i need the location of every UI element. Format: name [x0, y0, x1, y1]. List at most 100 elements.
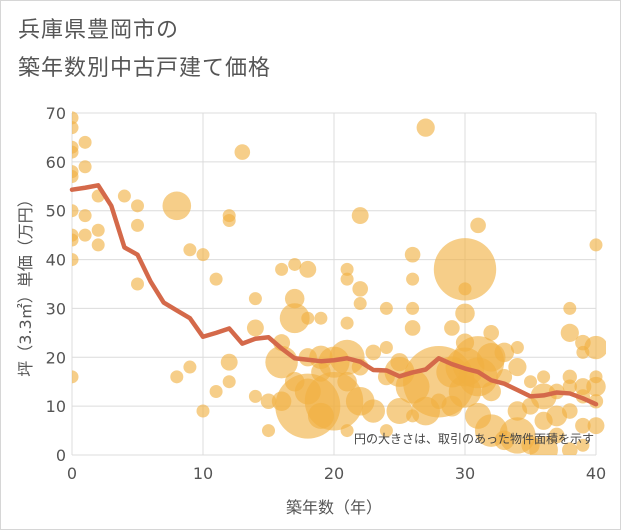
y-axis-label: 坪（3.3㎡）単価（万円）	[16, 191, 35, 376]
data-point	[340, 262, 354, 276]
x-axis-label: 築年数（年）	[286, 498, 382, 517]
data-point	[220, 353, 238, 371]
chart-title: 兵庫県豊岡市の 築年数別中古戸建て価格	[18, 12, 271, 88]
data-point	[340, 316, 354, 330]
data-point	[78, 228, 92, 242]
data-point	[301, 311, 315, 325]
data-point	[444, 320, 460, 336]
data-point	[562, 403, 578, 419]
data-point	[537, 370, 551, 384]
tick-labels: 0 10 20 30 40 50 60 70 0 10 20 30 40	[46, 104, 607, 483]
data-point	[196, 404, 210, 418]
data-point	[458, 282, 472, 296]
trend-layer	[69, 183, 599, 407]
y-tick-label: 30	[46, 299, 66, 318]
data-point	[246, 319, 264, 337]
y-tick-label: 60	[46, 153, 66, 172]
data-point	[562, 442, 578, 455]
size-annotation: 円の大きさは、取引のあった物件面積を示す	[354, 431, 594, 446]
data-point	[584, 335, 606, 360]
data-point	[361, 399, 385, 423]
data-point	[470, 217, 486, 234]
data-point	[72, 204, 79, 218]
data-point	[483, 325, 500, 341]
data-point	[340, 424, 354, 438]
x-tick-label: 0	[67, 464, 77, 483]
data-point	[196, 248, 210, 262]
data-point	[72, 121, 79, 135]
data-point	[494, 342, 515, 363]
data-point	[416, 118, 435, 137]
data-point	[78, 209, 92, 223]
data-point	[91, 238, 105, 252]
data-point	[275, 262, 289, 276]
data-point	[524, 375, 537, 389]
data-point	[248, 292, 262, 306]
data-point	[234, 144, 251, 160]
data-point	[404, 246, 421, 263]
data-point	[260, 393, 277, 410]
y-tick-label: 50	[46, 202, 66, 221]
data-point	[589, 238, 603, 252]
data-point	[481, 381, 501, 402]
data-point	[340, 272, 354, 286]
data-point	[222, 213, 236, 227]
data-point	[78, 135, 92, 149]
data-point	[131, 277, 144, 291]
data-point	[406, 272, 420, 286]
data-point	[351, 207, 369, 225]
data-point	[170, 370, 184, 384]
x-tick-label: 10	[193, 464, 213, 483]
data-point	[365, 344, 382, 361]
chart-title-line2: 築年数別中古戸建て価格	[18, 56, 272, 81]
data-point	[406, 301, 420, 315]
x-tick-label: 30	[455, 464, 475, 483]
data-point	[248, 389, 262, 403]
y-tick-label: 20	[46, 348, 66, 367]
data-point	[72, 370, 79, 384]
data-point	[72, 145, 79, 159]
data-point	[262, 424, 275, 438]
y-tick-label: 0	[56, 446, 66, 465]
chart-title-line1: 兵庫県豊岡市の	[18, 18, 180, 43]
data-point	[379, 424, 393, 438]
x-tick-label: 40	[586, 464, 606, 483]
bubble-layer	[72, 111, 606, 455]
data-point	[548, 427, 565, 444]
data-point	[72, 233, 79, 247]
data-point	[183, 360, 197, 374]
data-point	[72, 170, 79, 184]
data-point	[162, 191, 192, 221]
data-point	[131, 218, 144, 232]
data-point	[546, 405, 568, 427]
data-point	[508, 357, 527, 377]
y-tick-label: 40	[46, 251, 66, 270]
data-point	[510, 341, 524, 355]
data-point	[562, 369, 577, 384]
data-point	[117, 189, 131, 203]
data-point	[587, 417, 605, 435]
data-point	[433, 238, 497, 301]
data-point	[222, 375, 236, 389]
data-point	[353, 297, 367, 311]
data-point	[529, 435, 558, 455]
data-point	[183, 243, 197, 257]
data-point	[352, 281, 369, 297]
x-tick-label: 20	[324, 464, 344, 483]
data-point	[576, 438, 590, 452]
data-point	[404, 320, 421, 336]
data-point	[455, 303, 475, 324]
data-point	[288, 257, 302, 271]
data-point	[279, 303, 310, 334]
data-point	[131, 199, 144, 213]
y-tick-label: 10	[46, 397, 66, 416]
data-point	[314, 311, 328, 325]
data-point	[337, 371, 357, 392]
data-point	[72, 253, 79, 267]
data-point	[575, 417, 591, 434]
data-point	[209, 272, 223, 286]
data-point	[563, 301, 577, 315]
data-point	[284, 288, 305, 309]
data-point	[72, 111, 79, 125]
